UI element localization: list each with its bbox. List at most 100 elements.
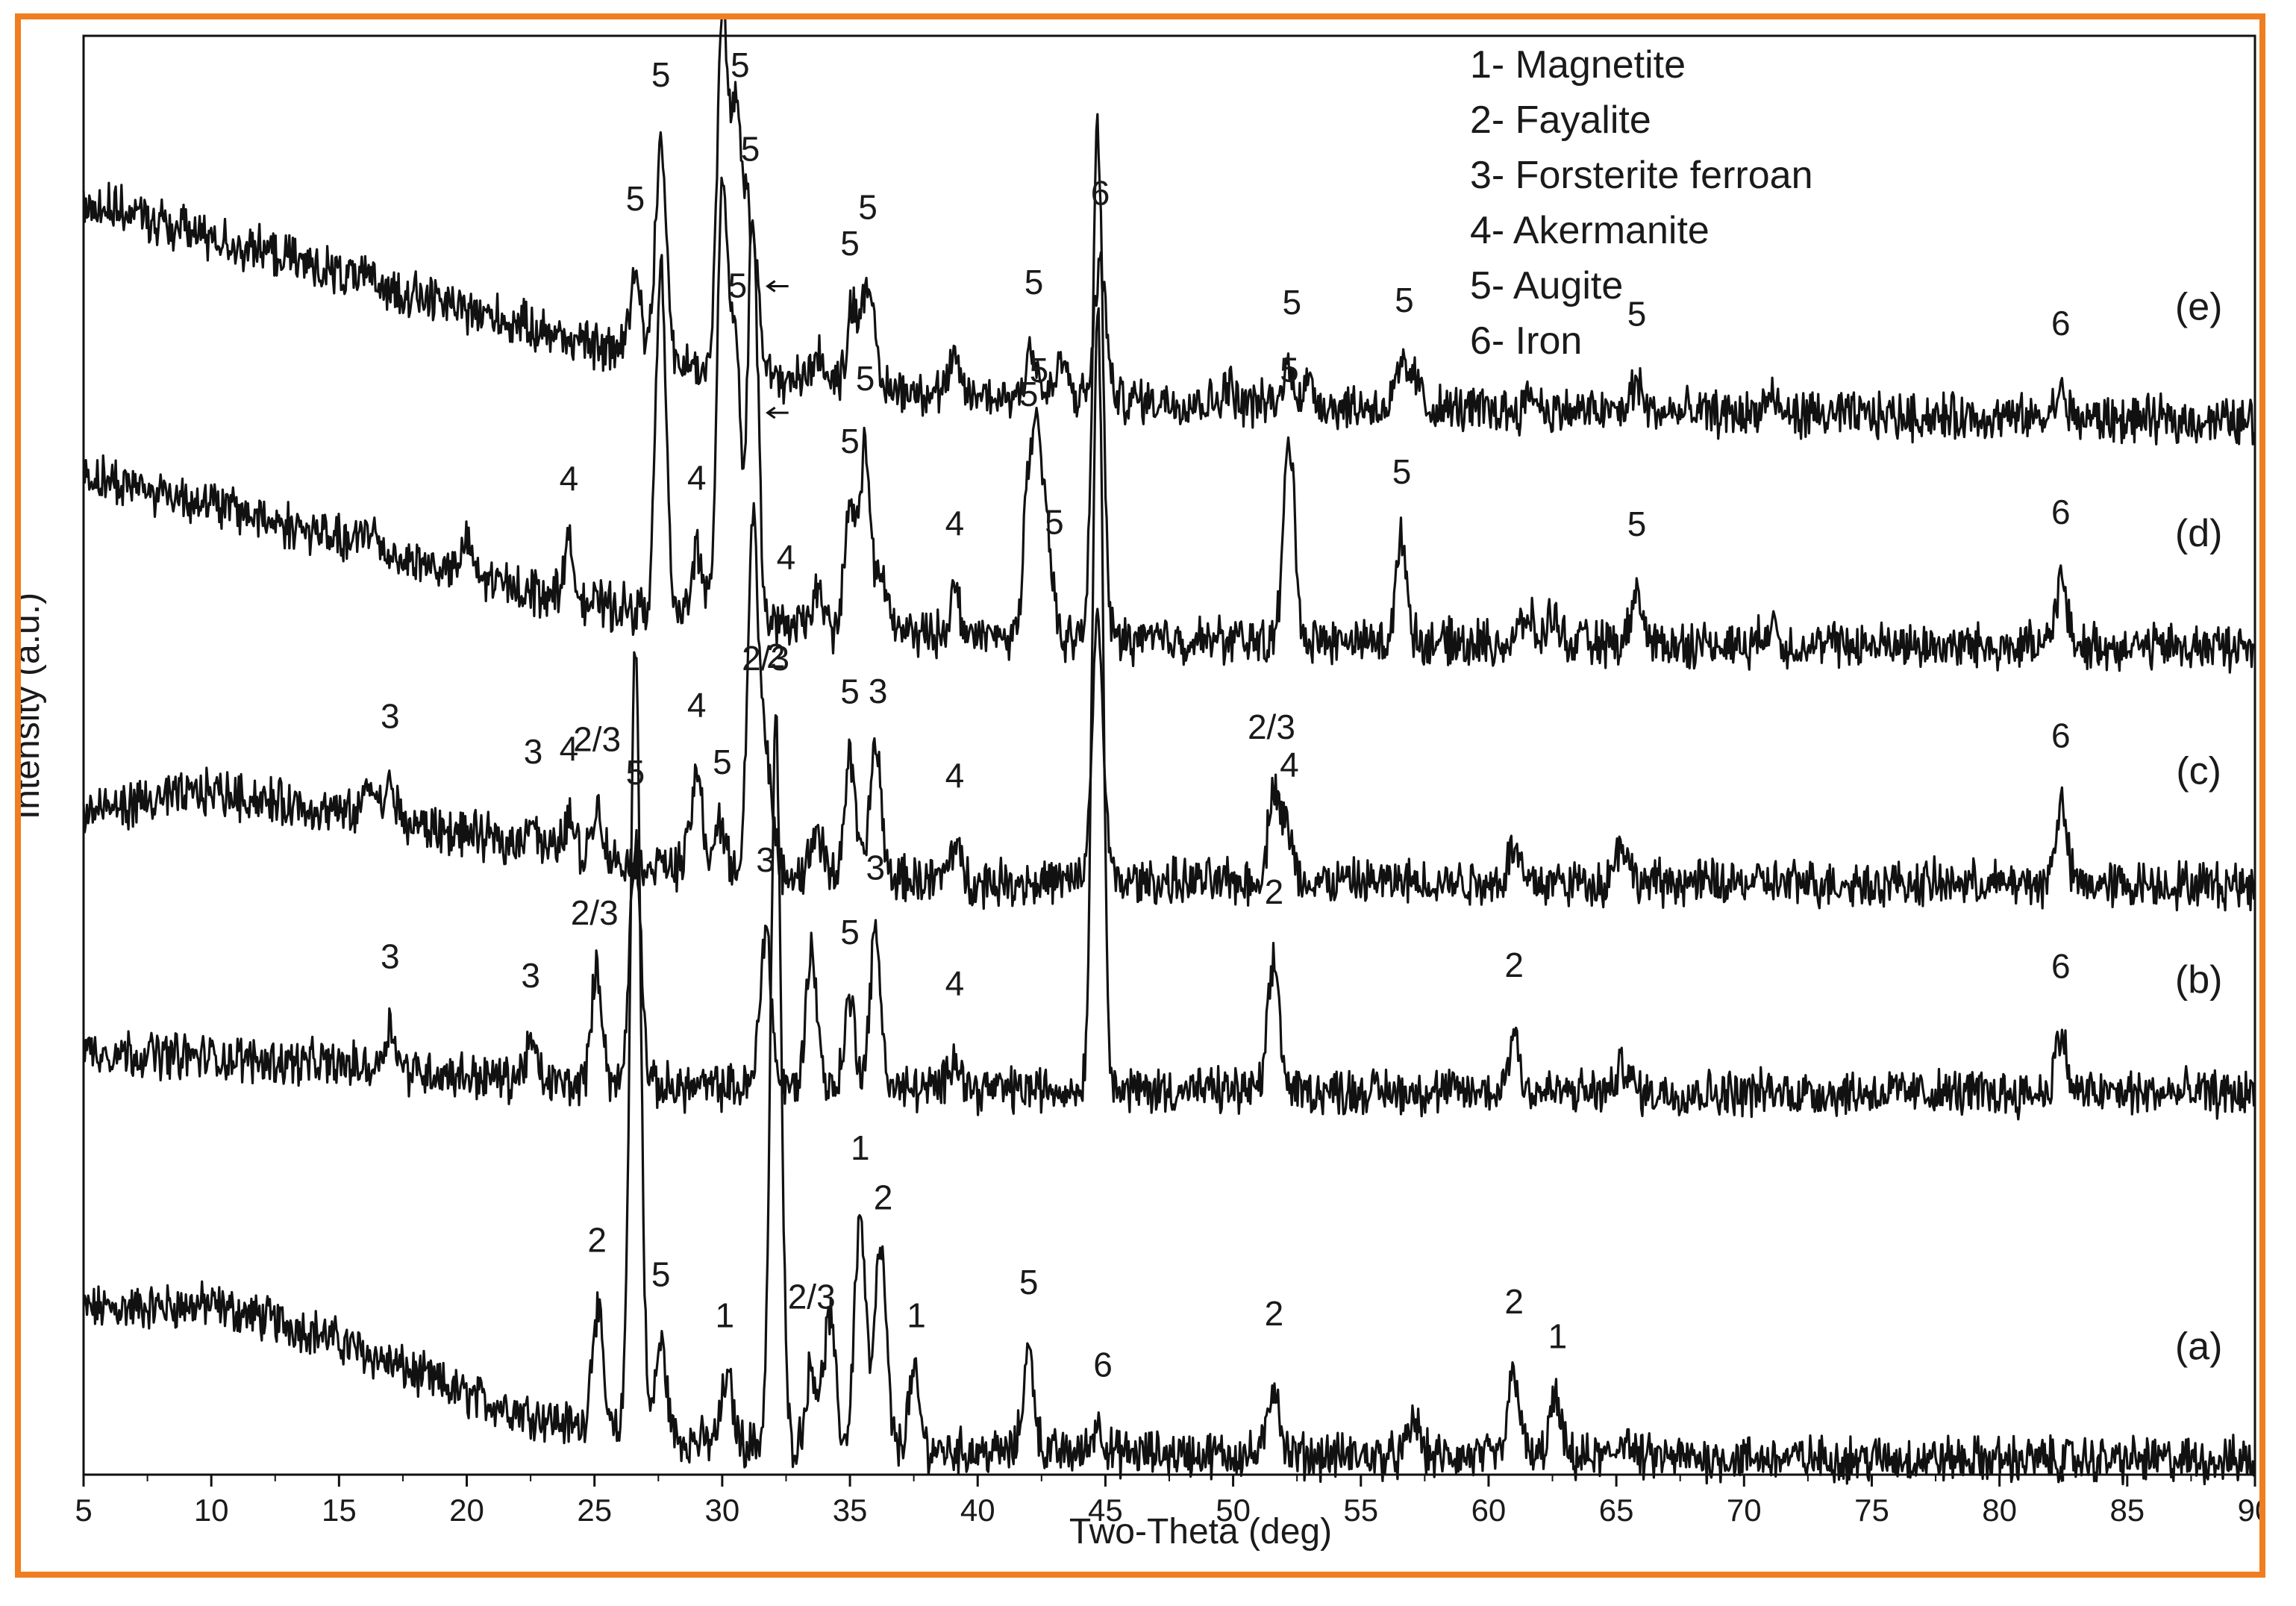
peak-label: 4 [777,537,796,576]
x-axis-ticks: 5 10 15 20 25 30 35 40 45 50 55 60 65 70 75 80 85 90 [75,1475,2259,1528]
peak-label: 5 [840,224,860,263]
x-tick-label: 55 [1343,1493,1378,1528]
peak-label: 3 [869,672,888,710]
peak-label: 2/3 [742,639,789,678]
arrow-left-icon [766,406,789,419]
peak-label: 4 [560,729,579,768]
peak-label: 5 [1392,452,1412,491]
peak-label: 3 [381,937,400,975]
peak-label: 5 [1030,351,1049,390]
peak-label: 5 [741,130,760,169]
curve-labels: (a) (b) (c) (d) (e) [2175,286,2223,1369]
peak-label: 2 [1265,1294,1284,1333]
curve-label: (d) [2175,512,2223,555]
peak-label: 5 [731,46,750,84]
peak-label: 6 [2051,493,2071,531]
curve-label: (e) [2175,286,2223,329]
legend: 1- Magnetite 2- Fayalite 3- Forsterite fer… [1470,43,1813,363]
x-axis-title: Two-Theta (deg) [1069,1512,1332,1552]
peak-label: 5 [858,187,878,226]
peak-label: 4 [1280,746,1299,784]
legend-entry: 4- Akermanite [1470,209,1710,252]
peak-label: 4 [687,458,707,497]
peak-label: 3 [521,956,540,995]
peak-label: 4 [945,756,965,795]
x-tick-label: 90 [2238,1493,2259,1528]
peak-label: 5 [840,913,860,952]
peak-label: 3 [866,849,885,887]
peak-label: 6 [1091,173,1110,212]
peak-label: 5 [1025,263,1044,301]
x-tick-label: 10 [194,1493,229,1528]
peak-label: 1 [907,1296,926,1334]
peak-label: 2/3 [1248,707,1295,746]
peak-label: 2 [587,1220,607,1259]
peak-label: 5 [713,743,732,781]
peak-label: 5 [728,266,748,304]
x-tick-label: 5 [75,1493,92,1528]
x-tick-label: 45 [1088,1493,1123,1528]
x-tick-label: 70 [1727,1493,1762,1528]
peak-label: 4 [945,964,965,1003]
x-tick-label: 85 [2109,1493,2145,1528]
x-tick-label: 15 [322,1493,357,1528]
trace-line [82,307,2256,1121]
x-tick-label: 30 [705,1493,740,1528]
peak-label: 2 [1504,946,1524,984]
peak-label: 4 [687,686,707,725]
peak-label: 3 [381,696,400,735]
peak-label: 5 [1280,351,1299,390]
peak-label: 3 [756,840,775,879]
peak-label: 5 [1627,295,1647,334]
trace-line [82,19,2256,446]
peak-label: 2 [766,637,786,675]
x-tick-label: 60 [1471,1493,1507,1528]
legend-entry: 5- Augite [1470,264,1623,307]
arrow-left-icon [766,280,789,293]
x-tick-label: 40 [960,1493,995,1528]
peak-label: 5 [1283,283,1302,322]
legend-entry: 1- Magnetite [1470,43,1686,87]
peak-label: 1 [851,1128,870,1167]
peak-label: 5 [1019,375,1039,413]
peak-label: 5 [840,672,860,711]
curve-label: (a) [2175,1325,2223,1369]
peak-label: 2/3 [788,1277,836,1316]
peak-label: 6 [1093,1345,1113,1384]
legend-entry: 2- Fayalite [1470,99,1651,142]
peak-label: 2/3 [571,893,619,932]
peak-label: 5 [1045,502,1064,541]
legend-entry: 3- Forsterite ferroan [1470,154,1813,197]
legend-entry: 6- Iron [1470,319,1582,363]
curve-label: (c) [2176,749,2221,793]
curve-label: (b) [2175,958,2223,1002]
trace-line [82,113,2256,674]
peak-label: 5 [1395,281,1414,319]
peak-label: 2/3 [573,720,621,759]
x-tick-label: 20 [449,1493,484,1528]
peak-label: 5 [651,55,671,94]
figure-frame: 2 5 1 2 2/3 1 2 1 5 6 2 2 1 3 3 2/3 5 3 5 3 4 2 2 6 3 3 4 2/3 4 5 2/3 5… [15,13,2265,1578]
peak-label: 2 [1265,872,1284,911]
peak-label: 6 [2051,716,2071,754]
x-tick-label: 75 [1854,1493,1889,1528]
peak-label: 5 [1019,1263,1039,1302]
peak-label: 2 [874,1178,893,1216]
peak-label: 1 [716,1296,735,1334]
peak-label: 5 [626,753,645,792]
x-tick-label: 65 [1599,1493,1634,1528]
peak-label: 1 [1548,1317,1568,1356]
peak-label: 5 [626,179,645,218]
plot-area [82,34,2256,1476]
peak-label: 2 [1504,1282,1524,1321]
x-tick-label: 35 [833,1493,868,1528]
peak-label: 5 [840,422,860,460]
peak-label: 5 [856,359,875,398]
x-tick-label: 25 [577,1493,612,1528]
trace-line [82,502,2256,912]
peak-label: 3 [524,732,543,771]
y-axis-title: Intensity (a.u.) [21,593,47,819]
peak-label: 4 [945,504,965,543]
x-tick-label: 50 [1216,1493,1251,1528]
